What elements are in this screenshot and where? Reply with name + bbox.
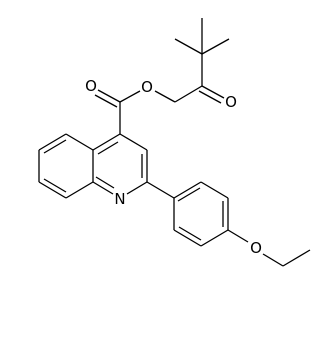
atom-labels: O O O N O <box>85 77 262 257</box>
atom-label: N <box>114 190 125 208</box>
bonds <box>38 18 311 267</box>
atom-label: O <box>225 93 237 111</box>
atom-label: O <box>85 77 97 95</box>
atom-label: O <box>141 78 153 96</box>
atom-label: O <box>250 239 262 257</box>
